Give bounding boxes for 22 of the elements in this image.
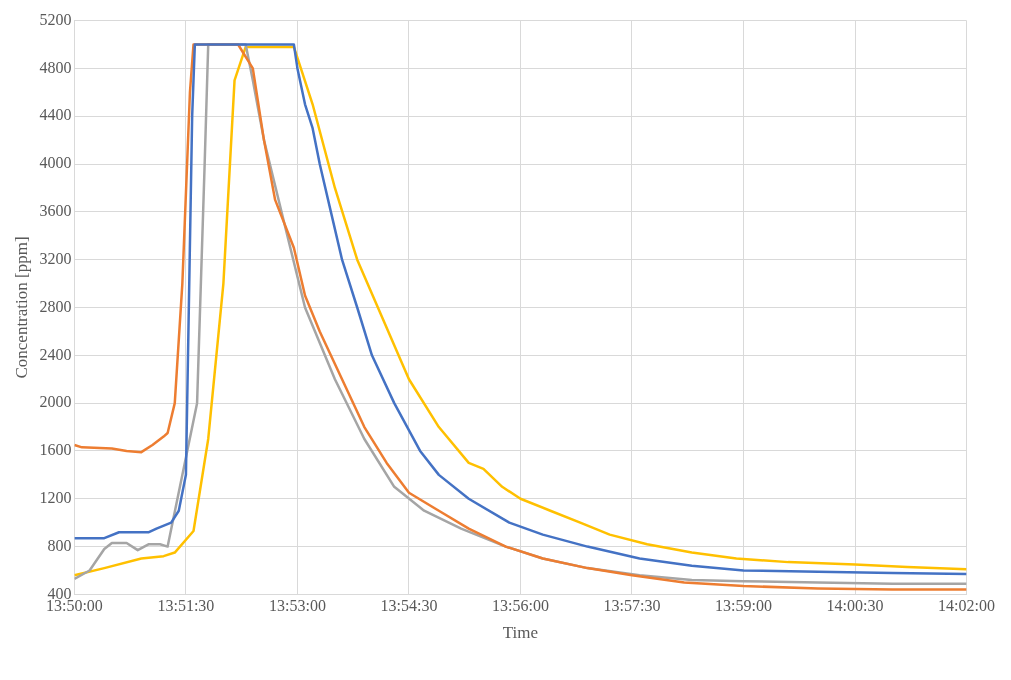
x-tick-label: 13:57:30 [603, 597, 661, 615]
y-axis-title: Concentration [ppm] [11, 236, 31, 379]
x-tick-label: 13:54:30 [380, 597, 438, 615]
y-tick-label: 4000 [39, 154, 72, 172]
y-tick-label: 2000 [39, 393, 72, 411]
x-tick-label: 13:59:00 [715, 597, 772, 615]
x-tick-label: 14:02:00 [938, 597, 995, 615]
y-tick-label: 3600 [39, 202, 72, 220]
y-tick-label: 4400 [39, 106, 72, 124]
y-tick-label: 800 [47, 536, 72, 554]
y-tick-label: 1200 [39, 488, 72, 506]
x-tick-label: 14:00:30 [826, 597, 884, 615]
x-axis-title: Time [502, 623, 539, 643]
y-tick-label: 2800 [39, 297, 72, 315]
y-tick-label: 2400 [39, 345, 72, 363]
y-tick-label: 5200 [39, 10, 72, 28]
x-tick-label: 13:51:30 [157, 597, 215, 615]
y-tick-label: 3200 [39, 249, 72, 267]
y-tick-label: 4800 [39, 58, 72, 76]
x-tick-label: 13:53:00 [268, 597, 326, 615]
y-tick-label: 1600 [39, 441, 72, 459]
x-tick-label: 13:56:00 [492, 597, 549, 615]
